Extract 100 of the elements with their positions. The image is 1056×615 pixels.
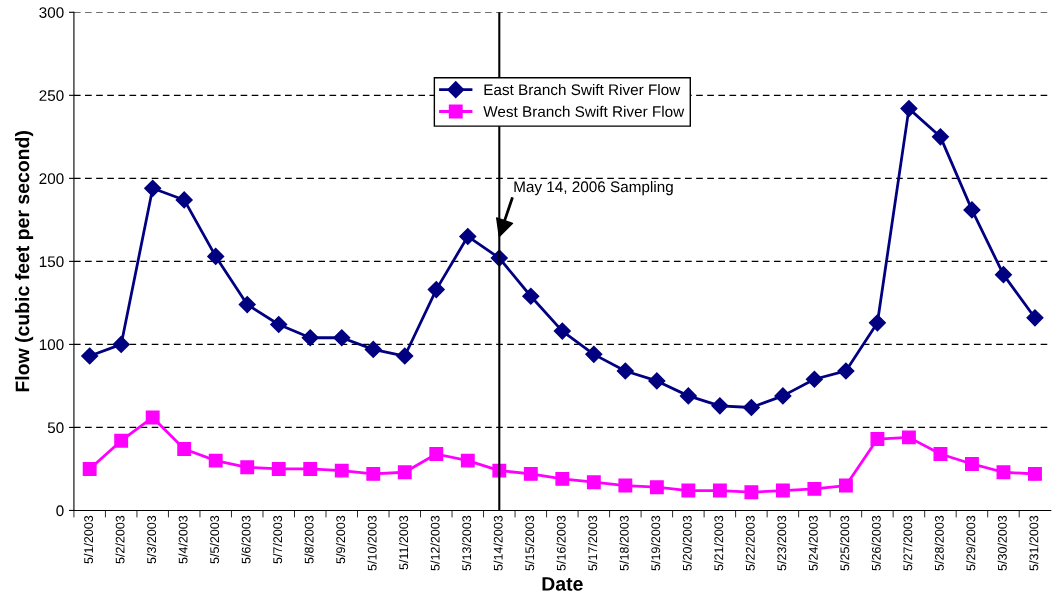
x-tick-label: 5/25/2003 [840,515,850,571]
x-tick-label: 5/13/2003 [461,515,472,571]
point [807,481,822,496]
x-tick-label: 5/27/2003 [903,515,913,571]
x-tick-label: 5/15/2003 [524,515,535,571]
point [553,322,571,340]
point [931,128,949,146]
x-tick-label: 5/9/2003 [335,515,346,564]
x-tick-label: 5/14/2003 [493,515,503,571]
point [238,295,256,314]
point [901,430,916,445]
point [838,478,853,493]
point [301,329,319,347]
point [427,281,445,299]
x-tick-label: 5/29/2003 [966,515,976,571]
x-tick-label: 5/8/2003 [304,515,314,564]
y-tick-label: 150 [39,256,64,268]
point [649,480,664,495]
legend-label: East Branch Swift River Flow [484,83,681,96]
x-tick-label: 5/5/2003 [209,515,220,564]
point [397,465,412,480]
point [396,347,414,365]
point [555,471,570,486]
point [775,483,790,498]
point [240,460,255,475]
point [177,442,192,456]
point [460,453,475,468]
point [1028,466,1042,481]
point [618,478,633,493]
x-tick-label: 5/19/2003 [651,515,661,571]
point [114,433,129,448]
point [616,362,634,380]
x-tick-label: 5/28/2003 [934,515,944,571]
x-tick-label: 5/17/2003 [588,515,598,571]
point [1026,309,1044,327]
y-tick-label: 0 [56,505,64,517]
point [270,315,288,334]
point [271,461,286,476]
point [366,466,381,481]
point [774,387,792,405]
point [81,347,99,365]
point [208,453,223,468]
x-tick-label: 5/31/2003 [1029,515,1039,571]
y-tick-label: 200 [39,173,64,185]
x-tick-label: 5/3/2003 [146,515,157,564]
point [744,485,759,500]
x-tick-label: 5/16/2003 [556,515,566,571]
point [207,247,225,265]
point [996,465,1011,480]
point [963,201,981,219]
x-tick-label: 5/24/2003 [808,515,818,571]
point [522,287,540,305]
y-tick-label: 50 [47,422,64,434]
x-tick-label: 5/20/2003 [682,515,692,571]
y-tick-label: 100 [39,339,64,351]
x-tick-label: 5/6/2003 [241,515,251,564]
x-tick-label: 5/2/2003 [115,515,125,564]
point [837,362,855,380]
point [868,314,886,332]
x-tick-label: 5/12/2003 [430,515,440,571]
y-axis-title: Flow (cubic feet per second) [15,131,34,392]
point [742,398,760,417]
point [334,463,349,478]
point [144,179,162,197]
x-tick-label: 5/22/2003 [745,515,755,571]
point [175,191,193,209]
point [364,340,382,358]
point [681,483,696,498]
point [145,410,160,425]
point [586,475,601,490]
point [303,461,318,476]
x-tick-label: 5/30/2003 [997,515,1007,571]
point [648,372,666,390]
point [900,100,918,118]
x-tick-label: 5/4/2003 [178,515,188,564]
x-tick-label: 5/26/2003 [871,515,881,571]
ref-line-label: May 14, 2006 Sampling [514,180,673,196]
x-tick-label: 5/23/2003 [777,515,787,571]
point [333,329,351,347]
point [965,457,979,471]
x-tick-label: 5/18/2003 [619,515,629,571]
point [112,335,130,353]
x-tick-label: 5/1/2003 [83,515,94,564]
point [429,447,444,461]
point [933,447,948,461]
point [712,483,727,498]
x-tick-label: 5/10/2003 [367,515,377,571]
x-axis-title: Date [542,577,583,591]
point [994,266,1013,284]
point [523,466,538,481]
point [679,387,697,405]
point [459,227,477,246]
point [585,345,603,363]
y-tick-label: 250 [39,90,64,102]
x-tick-label: 5/11/2003 [398,515,409,570]
point [711,397,729,415]
point [805,370,823,388]
y-tick-label: 300 [39,7,64,18]
legend-label: West Branch Swift River Flow [483,105,685,118]
point [82,461,97,476]
